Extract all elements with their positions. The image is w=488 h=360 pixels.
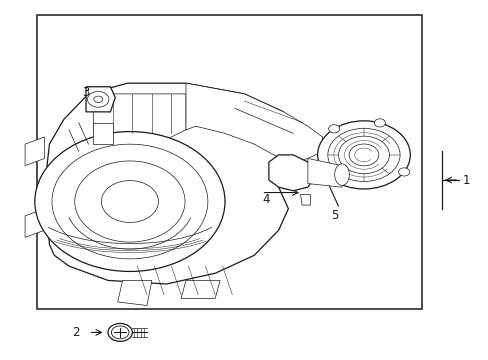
Circle shape [52,144,207,259]
Polygon shape [307,158,341,187]
Polygon shape [118,280,152,306]
Polygon shape [300,194,310,205]
Polygon shape [25,137,44,166]
Bar [37,15,422,309]
Circle shape [111,326,129,339]
Text: 3: 3 [82,86,89,99]
Polygon shape [268,155,317,191]
Circle shape [373,119,385,127]
Circle shape [398,168,409,176]
Polygon shape [44,83,303,284]
Circle shape [75,161,184,242]
Polygon shape [181,280,220,298]
Polygon shape [185,83,322,162]
Polygon shape [93,123,113,144]
Circle shape [94,96,102,103]
Circle shape [317,121,409,189]
Circle shape [327,128,399,181]
Text: 2: 2 [72,326,80,339]
Text: 1: 1 [462,174,469,186]
Circle shape [101,180,158,222]
Circle shape [338,136,388,174]
Text: 5: 5 [330,210,338,222]
Circle shape [108,323,132,341]
Polygon shape [86,87,115,112]
Circle shape [348,144,378,166]
Circle shape [35,132,224,271]
Ellipse shape [334,164,348,185]
Polygon shape [25,209,44,237]
Circle shape [328,125,339,133]
Polygon shape [93,94,185,144]
Circle shape [87,91,109,107]
Text: 4: 4 [262,193,270,206]
